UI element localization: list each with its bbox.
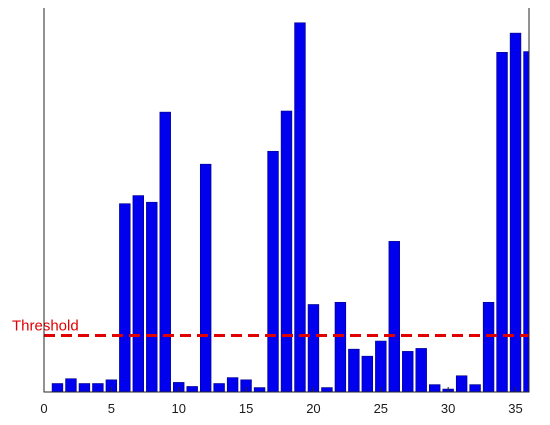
bar-4 [92,383,104,393]
x-tick-label-10: 10 [171,401,185,416]
bar-33 [482,301,495,393]
x-tick-label-5: 5 [108,401,115,416]
bar-6 [119,203,131,393]
bar-32 [469,384,481,393]
bar-9 [159,111,171,393]
x-ticks-group: 0 5 10 15 20 25 30 35 [40,387,523,416]
bar-29 [429,384,441,393]
bar-20 [307,304,320,393]
bar-17 [267,150,279,393]
x-tick-label-30: 30 [441,401,455,416]
bar-2 [65,378,77,393]
bar-18 [280,110,293,393]
bar-12 [199,163,212,393]
axes-box [43,8,530,393]
bar-27 [402,351,414,393]
bars-group [51,22,530,393]
bar-34 [496,52,508,393]
threshold-label: Threshold [12,318,79,335]
bar-16 [253,387,266,393]
bar-21 [321,387,333,393]
bar-22 [334,301,347,393]
bar-26 [388,241,400,393]
bar-36 [523,51,530,393]
bar-23 [348,348,360,393]
bar-1 [51,383,64,393]
bar-8 [146,201,158,393]
bar-25 [375,340,387,393]
x-tick-label-0: 0 [40,401,47,416]
bar-24 [361,355,374,393]
bar-14 [226,377,239,393]
bar-35 [509,32,522,393]
x-tick-label-25: 25 [374,401,388,416]
bar-7 [132,195,144,393]
bar-28 [415,348,427,393]
x-tick-label-20: 20 [306,401,320,416]
bar-11 [186,386,198,393]
bar-31 [455,375,468,393]
x-tick-label-15: 15 [239,401,253,416]
bar-3 [78,383,91,393]
x-tick-label-35: 35 [508,401,522,416]
bar-13 [213,383,225,393]
